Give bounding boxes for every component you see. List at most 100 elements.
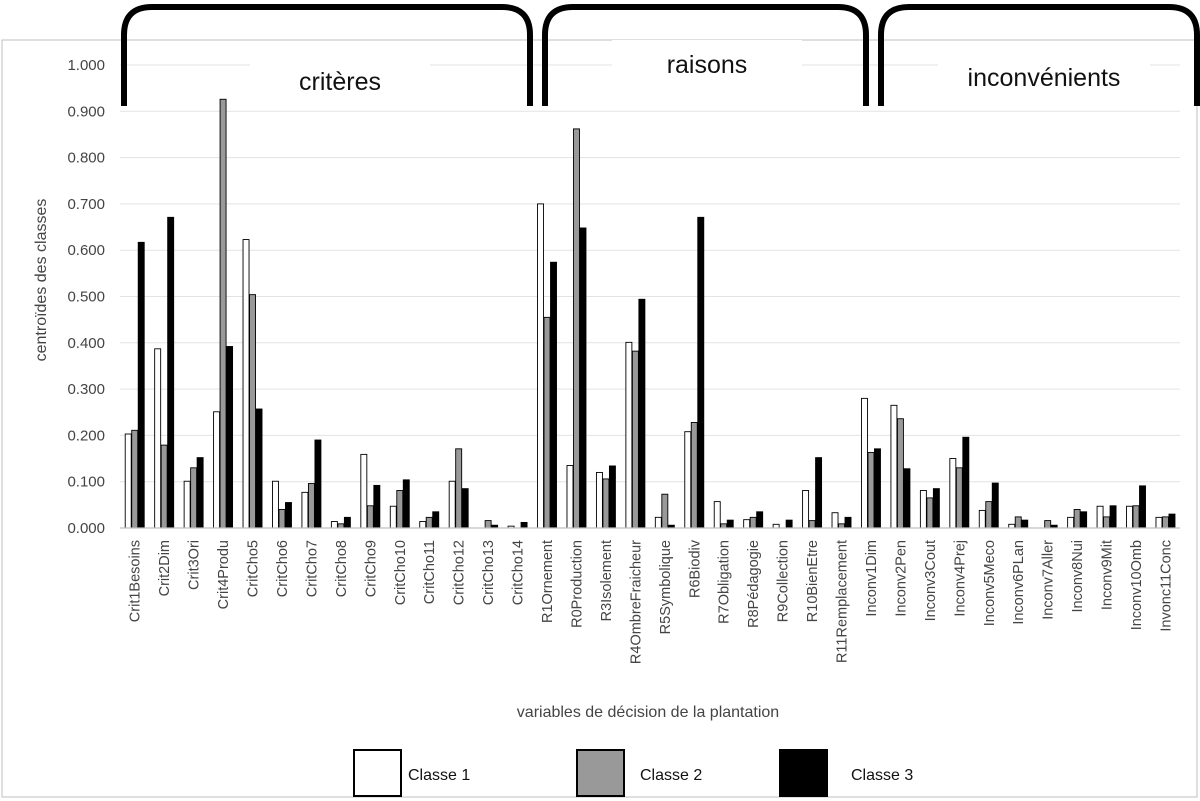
bar-classe-3-r3isolement bbox=[608, 465, 616, 529]
bar-classe-2-crit2dim bbox=[160, 444, 168, 529]
y-tick-label: 0.400 bbox=[67, 335, 105, 352]
x-tick-label: R0Production bbox=[569, 540, 585, 628]
x-tick-label: R9Collection bbox=[776, 540, 792, 622]
bar-classe-1-invonc11conc bbox=[1155, 516, 1163, 529]
bar-classe-3-r10bienetre bbox=[815, 457, 823, 529]
group-label-background bbox=[938, 62, 1150, 96]
x-tick-labels: Crit1Besoins Crit2Dim Crit3Ori Crit4Produ Cr… bbox=[128, 539, 1175, 664]
bar-classe-3-inconv2pen bbox=[903, 468, 911, 529]
y-tick-label: 0.100 bbox=[67, 474, 105, 491]
x-tick-label: R3Isolement bbox=[599, 540, 615, 621]
bar-classe-3-inconv8nui bbox=[1080, 511, 1088, 529]
bar-classe-3-inconv10omb bbox=[1139, 485, 1146, 529]
bar-classe-1-inconv9mit bbox=[1096, 505, 1104, 529]
group-bracket bbox=[542, 4, 869, 106]
bar-classe-3-critcho12 bbox=[461, 488, 469, 529]
bar-classe-3-inconv1dim bbox=[874, 448, 881, 529]
group-brackets bbox=[121, 4, 1200, 106]
bar-classe-1-r3isolement bbox=[595, 471, 603, 529]
group-labels: critères raisons inconvénients bbox=[250, 40, 1150, 100]
bar-classe-1-inconv1dim bbox=[861, 397, 868, 529]
x-tick-label: Crit1Besoins bbox=[128, 540, 144, 622]
x-tick-label: CritCho13 bbox=[481, 540, 497, 605]
group-bracket bbox=[878, 4, 1200, 106]
legend-label-3: Classe 3 bbox=[851, 767, 913, 784]
bar-classe-2-inconv8nui bbox=[1073, 509, 1081, 529]
bar-classe-2-inconv3cout bbox=[926, 497, 934, 529]
bar-classe-2-r0production bbox=[573, 128, 580, 529]
group-label-background bbox=[250, 62, 430, 100]
bar-classe-3-crit1besoins bbox=[137, 241, 145, 529]
legend-swatch-3 bbox=[779, 749, 828, 797]
bar-classe-1-crit2dim bbox=[154, 348, 162, 529]
bar-classe-2-inconv7aller bbox=[1044, 520, 1052, 529]
x-tick-label: R6Biodiv bbox=[687, 539, 703, 598]
bar-classe-3-inconv3cout bbox=[932, 488, 940, 529]
bar-classe-1-inconv3cout bbox=[919, 490, 927, 529]
bar-classe-2-r1ornement bbox=[543, 316, 551, 529]
group-label-background bbox=[612, 40, 802, 78]
bar-classe-3-r7obligation bbox=[726, 519, 734, 529]
bar-classe-3-inconv5meco bbox=[991, 482, 999, 529]
bar-classe-3-crit2dim bbox=[167, 216, 175, 529]
bar-classe-3-r9collection bbox=[785, 519, 793, 529]
bar-classe-2-r8pédagogie bbox=[749, 516, 757, 529]
bar-classe-1-critcho8 bbox=[330, 521, 338, 529]
bar-classe-1-r11remplacement bbox=[831, 512, 839, 529]
x-tick-label: CritCho14 bbox=[511, 540, 527, 605]
bar-classe-1-r6biodiv bbox=[684, 431, 692, 529]
x-tick-label: CritCho10 bbox=[393, 540, 409, 605]
bar-classe-2-r10bienetre bbox=[808, 520, 816, 529]
x-tick-label: R4OmbreFraicheur bbox=[628, 540, 644, 664]
bar-classe-3-r11remplacement bbox=[844, 516, 852, 529]
bar-classe-2-r4ombrefraicheur bbox=[631, 350, 639, 529]
x-tick-label: CritCho6 bbox=[275, 540, 291, 597]
x-tick-label: R11Remplacement bbox=[835, 540, 851, 663]
bar-classe-1-critcho12 bbox=[448, 480, 456, 529]
bar-classe-1-r5symbolique bbox=[654, 516, 662, 529]
bar-classe-3-invonc11conc bbox=[1168, 513, 1176, 529]
bar-classe-3-critcho5 bbox=[255, 408, 263, 529]
bar-classe-1-crit3ori bbox=[183, 480, 191, 529]
bar-classe-2-r5symbolique bbox=[661, 493, 669, 529]
x-tick-label: R10BienEtre bbox=[805, 540, 821, 622]
x-tick-label: Crit4Produ bbox=[216, 540, 232, 609]
x-tick-label: CritCho5 bbox=[246, 540, 262, 597]
bar-classe-1-inconv10omb bbox=[1126, 505, 1133, 529]
bar-classe-2-inconv10omb bbox=[1132, 505, 1140, 529]
bar-classe-3-inconv6plan bbox=[1021, 519, 1029, 529]
bar-classe-2-critcho12 bbox=[455, 448, 463, 529]
y-axis-title: centroïdes des classes bbox=[33, 199, 50, 362]
x-tick-label: Inconv8Nui bbox=[1070, 540, 1086, 613]
x-tick-label: Inconv9Mit bbox=[1100, 540, 1116, 610]
bar-classe-2-critcho7 bbox=[307, 483, 315, 529]
y-tick-label: 0.700 bbox=[67, 196, 105, 213]
bar-classe-1-inconv2pen bbox=[890, 404, 898, 529]
x-tick-label: Crit2Dim bbox=[157, 540, 173, 596]
bar-classe-2-crit3ori bbox=[190, 467, 198, 529]
bar-classe-3-inconv4prej bbox=[962, 436, 970, 529]
x-tick-label: Inconv5Meco bbox=[982, 540, 998, 626]
bar-classe-1-critcho11 bbox=[419, 521, 427, 529]
bar-classe-3-r0production bbox=[579, 227, 587, 529]
group-label-2: inconvénients bbox=[968, 64, 1121, 92]
bar-classe-2-r7obligation bbox=[720, 523, 728, 529]
legend-swatch-2 bbox=[576, 749, 625, 797]
x-tick-label: CritCho9 bbox=[363, 540, 379, 597]
group-label-1: raisons bbox=[667, 51, 748, 79]
x-tick-label: CritCho8 bbox=[334, 540, 350, 597]
bar-classe-2-inconv6plan bbox=[1014, 516, 1022, 529]
bar-classe-2-inconv1dim bbox=[867, 452, 875, 529]
bar-classe-1-inconv4prej bbox=[949, 458, 957, 529]
bar-classe-1-critcho10 bbox=[389, 505, 397, 529]
bar-classe-1-inconv8nui bbox=[1067, 516, 1075, 529]
bar-classe-3-crit3ori bbox=[196, 457, 204, 529]
bar-classe-2-critcho13 bbox=[484, 520, 492, 529]
legend: Classe 1 Classe 2 Classe 3 bbox=[353, 749, 913, 797]
bar-classe-2-critcho6 bbox=[278, 509, 286, 529]
bar-classe-1-r0production bbox=[566, 465, 574, 529]
bar-classe-2-inconv5meco bbox=[985, 501, 993, 529]
bar-classe-2-critcho8 bbox=[337, 523, 345, 529]
x-tick-label: CritCho7 bbox=[304, 540, 320, 597]
